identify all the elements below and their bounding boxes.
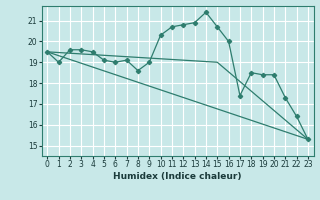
X-axis label: Humidex (Indice chaleur): Humidex (Indice chaleur) — [113, 172, 242, 181]
